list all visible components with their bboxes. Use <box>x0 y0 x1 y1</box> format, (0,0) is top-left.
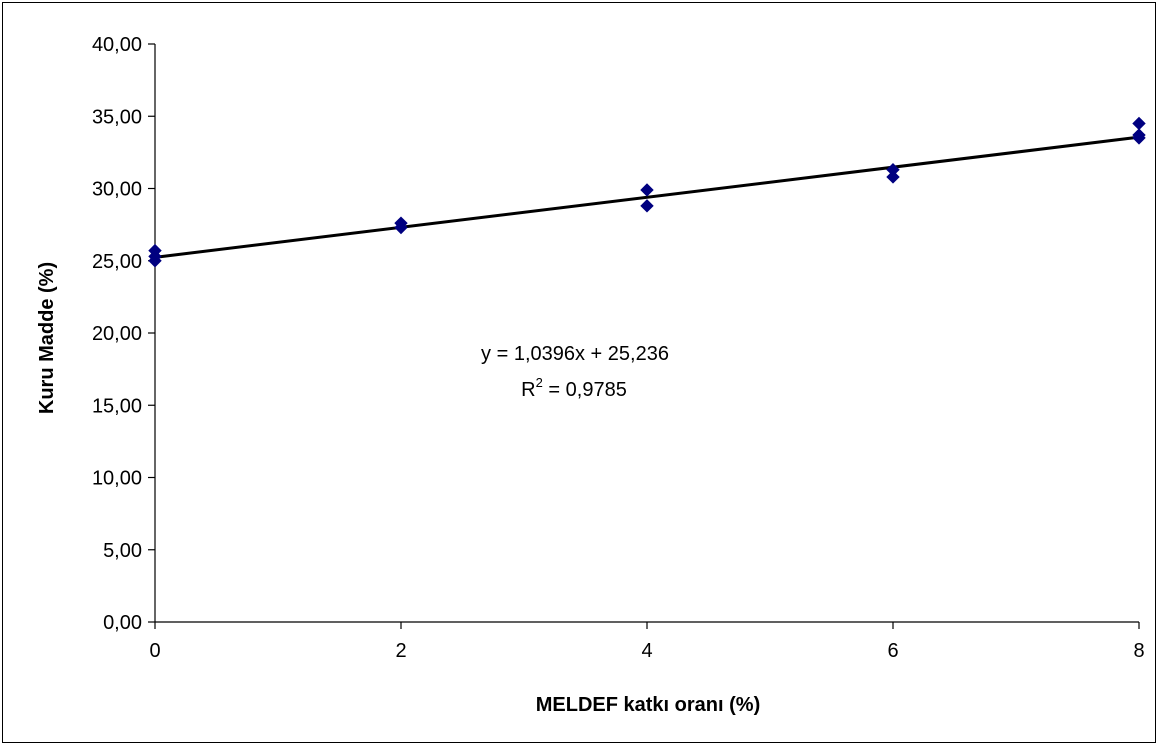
y-tick-label: 20,00 <box>92 323 142 345</box>
data-point <box>1132 128 1146 142</box>
data-point <box>640 183 654 197</box>
y-tick-label: 15,00 <box>92 395 142 417</box>
data-point <box>148 243 162 258</box>
y-axis-title: Kuru Madde (%) <box>36 262 58 414</box>
y-tick-label: 5,00 <box>103 540 142 562</box>
x-tick-label: 0 <box>149 640 160 662</box>
data-point <box>1132 116 1146 131</box>
data-points <box>148 116 1146 268</box>
trendline <box>154 135 1140 259</box>
x-tick-label: 4 <box>641 640 652 662</box>
data-point <box>886 163 900 177</box>
r-squared-superscript: 2 <box>536 375 543 390</box>
r-squared-value: = 0,9785 <box>543 379 627 401</box>
trendline-equation: y = 1,0396x + 25,236 <box>481 343 669 365</box>
x-tick-label: 8 <box>1133 640 1144 662</box>
y-tick-label: 10,00 <box>92 468 142 490</box>
x-axis-title: MELDEF katkı oranı (%) <box>536 694 760 716</box>
trendline-group <box>154 135 1140 259</box>
x-tick-label: 2 <box>395 640 406 662</box>
data-point <box>394 216 408 230</box>
y-tick-label: 25,00 <box>92 251 142 273</box>
y-axis-ticks: 0,00 5,00 10,00 15,00 20,00 25,00 30,00 35,00 40… <box>92 34 155 634</box>
y-tick-label: 0,00 <box>103 612 142 634</box>
x-axis-ticks: 0 2 4 6 8 <box>149 622 1145 662</box>
r-squared-label: R2 = 0,9785 <box>521 375 627 401</box>
r-squared-prefix: R <box>521 379 535 401</box>
y-tick-label: 30,00 <box>92 179 142 201</box>
y-tick-label: 35,00 <box>92 106 142 128</box>
x-tick-label: 6 <box>887 640 898 662</box>
y-tick-label: 40,00 <box>92 34 142 56</box>
data-point <box>640 199 654 213</box>
data-point <box>886 170 900 184</box>
